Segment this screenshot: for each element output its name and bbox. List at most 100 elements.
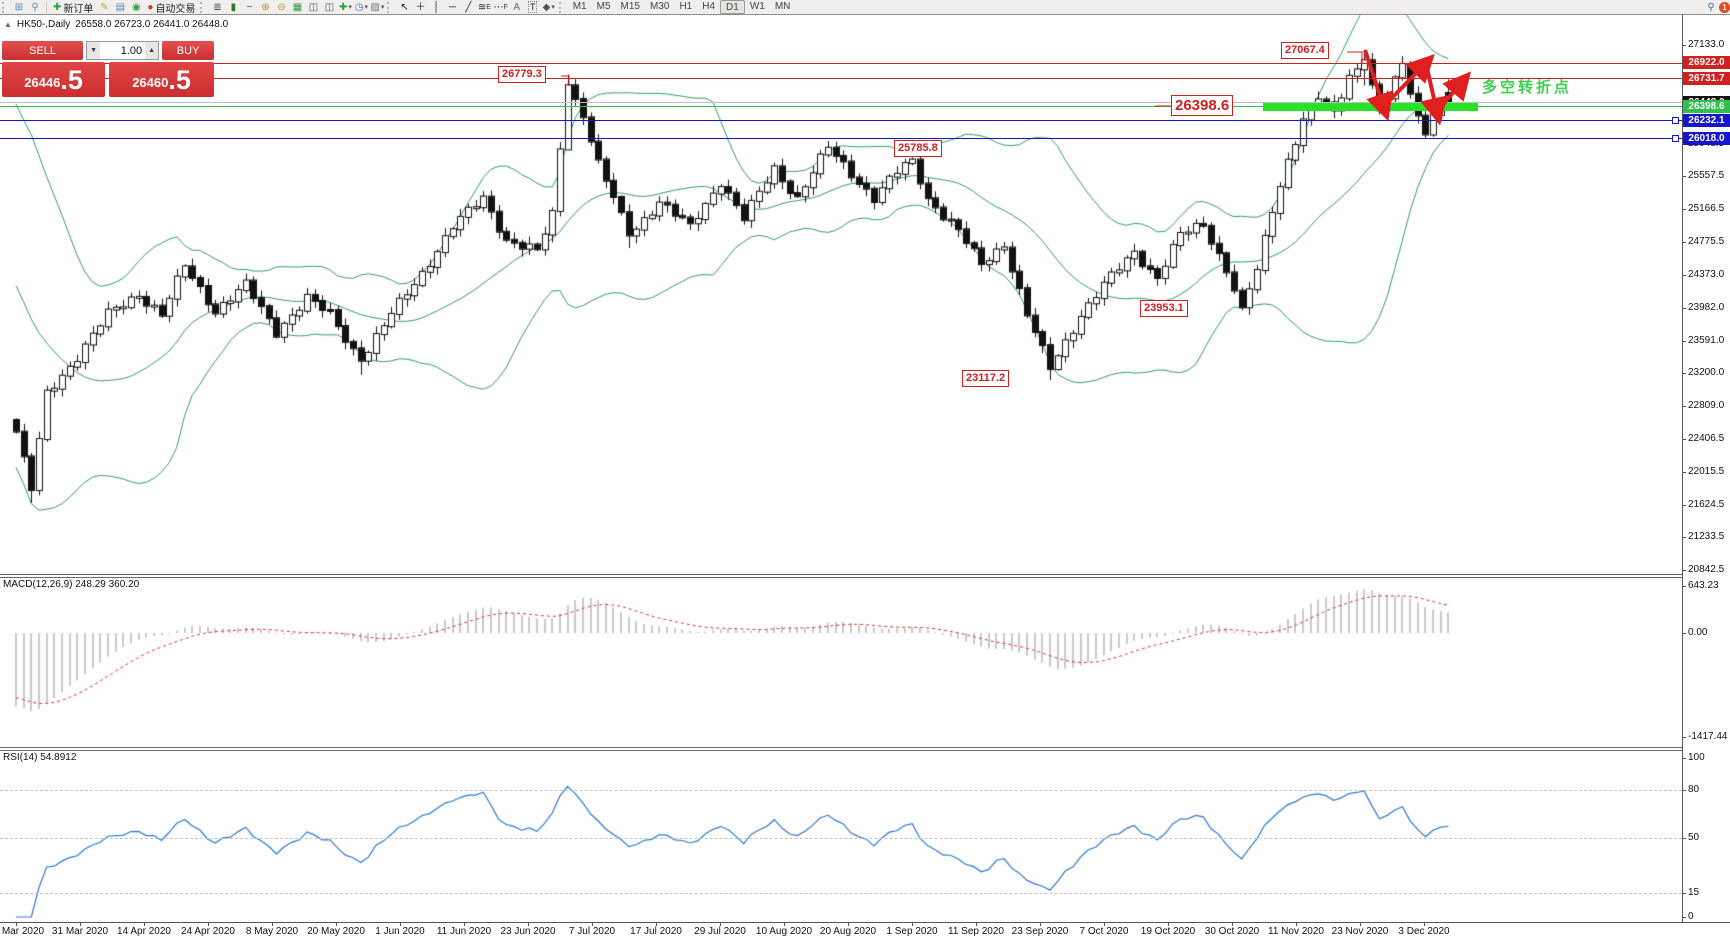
ohlc-readout: 26558.0 26723.0 26441.0 26448.0 bbox=[75, 19, 229, 30]
date-axis-label: 29 Jul 2020 bbox=[694, 926, 746, 937]
timeframe-m5[interactable]: M5 bbox=[596, 0, 611, 12]
price-annotation-26398.6[interactable]: 26398.6 bbox=[1171, 95, 1234, 116]
level-line-26448[interactable] bbox=[0, 102, 1682, 103]
date-axis-label: 17 Jul 2020 bbox=[630, 926, 682, 937]
timeframe-w1[interactable]: W1 bbox=[749, 0, 765, 12]
level-line-26731.7[interactable] bbox=[0, 78, 1682, 79]
rsi-pane-divider[interactable] bbox=[0, 747, 1682, 751]
sell-price-button[interactable]: 26446 .5 bbox=[2, 62, 106, 97]
chart-type-icons: ≣ ▮ ~ bbox=[209, 1, 257, 14]
price-axis-tick: 22015.5 bbox=[1681, 466, 1725, 478]
price-annotation-26779.3[interactable]: 26779.3 bbox=[498, 66, 546, 83]
zoom-out-icon[interactable]: ⊖ bbox=[273, 1, 289, 14]
volume-increase-button[interactable]: ▲ bbox=[145, 42, 159, 59]
horizontal-line-icon[interactable]: ─ bbox=[444, 1, 460, 14]
buy-price-button[interactable]: 26460 .5 bbox=[109, 62, 214, 97]
signals-icon[interactable]: ◉ bbox=[128, 1, 144, 14]
terminal-icon[interactable]: ▤ bbox=[112, 1, 128, 14]
price-annotation-25785.8[interactable]: 25785.8 bbox=[894, 140, 942, 157]
trend-arrow[interactable] bbox=[1384, 53, 1435, 106]
candlestick-chart-icon: ▮ bbox=[230, 1, 237, 13]
vertical-line-icon[interactable]: │ bbox=[428, 1, 444, 14]
level-line-26232.1[interactable] bbox=[0, 120, 1682, 121]
date-axis-line bbox=[0, 922, 1730, 923]
toolbar-mid-icons: ✎ ▤ ◉ bbox=[96, 1, 144, 14]
volume-input[interactable]: 1.00 bbox=[120, 44, 143, 57]
trendline-icon[interactable]: ╱ bbox=[460, 1, 476, 14]
toolbar: ⊞ ⚲ ✚ 新订单 ✎ ▤ ◉ ● 自动交易 ≣ ▮ ~ ⊕ ⊖ ▦ ◫ ◫ ✚ ▾ ◷ ▾ ▨ ▾ ↖ ＋… bbox=[0, 0, 1730, 15]
chart-icon: ▲ bbox=[4, 20, 12, 29]
level-line-26922[interactable] bbox=[0, 63, 1682, 64]
timeframe-mn[interactable]: MN bbox=[774, 0, 791, 12]
price-axis-tick: 25557.5 bbox=[1681, 170, 1725, 182]
drawing-tool-icons: ↖ ＋ │ ─ ╱ ≋ E ⋯ F A T ◆ ▾ bbox=[396, 1, 556, 14]
shapes-icon-caret[interactable]: ▾ bbox=[551, 3, 555, 11]
timeframe-m1[interactable]: M1 bbox=[572, 0, 587, 12]
new-order-button[interactable]: ✚ 新订单 bbox=[50, 1, 96, 15]
cursor-icon[interactable]: ↖ bbox=[396, 1, 412, 14]
buy-button[interactable]: BUY bbox=[162, 41, 214, 60]
timeframe-h1[interactable]: H1 bbox=[679, 0, 693, 12]
shapes-icon[interactable]: ◆ ▾ bbox=[541, 1, 557, 14]
auto-trading-label: 自动交易 bbox=[155, 3, 196, 15]
volume-decrease-button[interactable]: ▼ bbox=[87, 42, 101, 59]
level-handle[interactable] bbox=[1672, 135, 1679, 142]
bar-chart-icon: ≣ bbox=[213, 1, 222, 13]
sell-button[interactable]: SELL bbox=[2, 41, 84, 60]
toolbar-grip bbox=[558, 1, 566, 13]
notification-badge[interactable]: 1 bbox=[1719, 1, 1730, 13]
date-axis-tick bbox=[656, 922, 657, 926]
channel-icon[interactable]: ⋯ F bbox=[492, 1, 508, 14]
auto-trading-button[interactable]: ● 自动交易 bbox=[144, 1, 198, 15]
date-axis-tick bbox=[400, 922, 401, 926]
templates-icon[interactable]: ▨ ▾ bbox=[369, 1, 385, 14]
trend-arrow[interactable] bbox=[1420, 67, 1448, 126]
trend-arrow[interactable] bbox=[1363, 49, 1393, 122]
trend-arrow[interactable] bbox=[1438, 71, 1472, 110]
level-line-26398.6[interactable] bbox=[0, 106, 1682, 107]
tile-windows-icon[interactable]: ▦ bbox=[289, 1, 305, 14]
periods-icon[interactable]: ◷ ▾ bbox=[353, 1, 369, 14]
price-annotation-23953.1[interactable]: 23953.1 bbox=[1140, 300, 1188, 317]
date-axis-label: 19 Mar 2020 bbox=[0, 926, 45, 937]
new-chart-icon[interactable]: ⊞ bbox=[11, 1, 27, 14]
date-axis-label: 31 Mar 2020 bbox=[51, 926, 109, 937]
line-chart-icon[interactable]: ~ bbox=[241, 1, 257, 14]
periods-icon-caret[interactable]: ▾ bbox=[364, 3, 369, 11]
rsi-label: RSI(14) 54.8912 bbox=[3, 752, 77, 763]
styler-icon[interactable]: ✎ bbox=[96, 1, 112, 14]
date-axis-label: 8 May 2020 bbox=[245, 926, 299, 937]
price-axis-tick: 24373.0 bbox=[1681, 269, 1725, 281]
search-icon[interactable]: ⚲ bbox=[1707, 1, 1715, 13]
level-line-26018[interactable] bbox=[0, 138, 1682, 139]
level-handle[interactable] bbox=[1672, 117, 1679, 124]
chart-shift-icon[interactable]: ◫ bbox=[321, 1, 337, 14]
date-axis-label: 1 Sep 2020 bbox=[886, 926, 938, 937]
zoom-in-icon[interactable]: ⊕ bbox=[257, 1, 273, 14]
timeframe-d1[interactable]: D1 bbox=[720, 0, 745, 14]
indicators-icon-caret[interactable]: ▾ bbox=[348, 3, 352, 11]
price-axis-tick: 21624.5 bbox=[1681, 498, 1725, 510]
templates-icon-caret[interactable]: ▾ bbox=[380, 3, 385, 11]
timeframe-m30[interactable]: M30 bbox=[649, 0, 670, 12]
fibonacci-icon: ≋ bbox=[477, 1, 487, 13]
timeframe-m15[interactable]: M15 bbox=[620, 0, 640, 12]
market-watch-icon[interactable]: ⚲ bbox=[27, 1, 43, 14]
indicators-icon[interactable]: ✚ ▾ bbox=[337, 1, 353, 14]
auto-scroll-icon[interactable]: ◫ bbox=[305, 1, 321, 14]
fibonacci-icon[interactable]: ≋ E bbox=[476, 1, 492, 14]
timeframe-h4[interactable]: H4 bbox=[702, 0, 716, 12]
text-label-icon[interactable]: T bbox=[525, 1, 541, 14]
candlestick-chart-icon[interactable]: ▮ bbox=[225, 1, 241, 14]
price-badge-26731.7: 26731.7 bbox=[1683, 71, 1730, 85]
price-axis-tick: 27133.0 bbox=[1681, 38, 1725, 50]
price-annotation-27067.4[interactable]: 27067.4 bbox=[1281, 42, 1329, 59]
text-icon[interactable]: A bbox=[509, 1, 525, 14]
macd-pane-divider[interactable] bbox=[0, 574, 1682, 578]
bar-chart-icon[interactable]: ≣ bbox=[209, 1, 225, 14]
date-axis-tick bbox=[912, 922, 913, 926]
price-annotation-23117.2[interactable]: 23117.2 bbox=[962, 370, 1010, 387]
turning-point-annotation[interactable]: 多空转折点 bbox=[1482, 79, 1573, 96]
crosshair-icon[interactable]: ＋ bbox=[412, 1, 428, 14]
